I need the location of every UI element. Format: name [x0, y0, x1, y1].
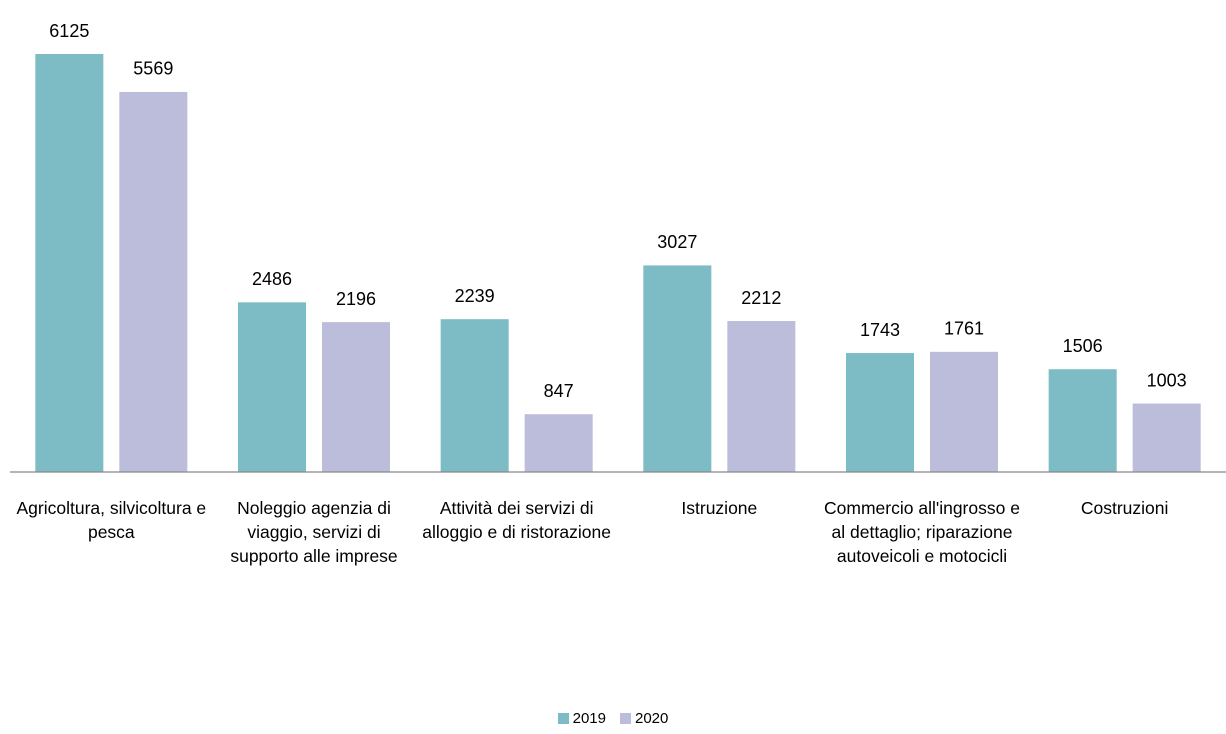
- bar: [930, 351, 998, 472]
- bar: [1132, 403, 1201, 472]
- data-label: 1506: [1063, 336, 1103, 356]
- data-label: 1743: [860, 320, 900, 340]
- bar: [1048, 369, 1117, 472]
- legend-items: 2019 2020: [0, 710, 1226, 727]
- data-label: 5569: [133, 59, 173, 79]
- x-tick-label: Attività dei servizi di alloggio e di ri…: [422, 498, 612, 542]
- bar: [322, 322, 390, 472]
- bar: [846, 353, 914, 472]
- x-tick-label: Agricoltura, silvicoltura e pesca: [16, 498, 207, 542]
- x-tick-label: Costruzioni: [1080, 498, 1169, 518]
- bar: [727, 321, 796, 472]
- bar: [119, 91, 188, 473]
- data-label: 2212: [741, 288, 781, 308]
- bar: [238, 302, 306, 472]
- data-label: 847: [544, 381, 574, 401]
- data-label: 1003: [1147, 370, 1187, 390]
- x-tick-label: Noleggio agenzia di viaggio, servizi di …: [230, 498, 398, 566]
- legend-item: 2019: [557, 710, 606, 727]
- legend-swatch: [557, 713, 569, 724]
- data-label: 2486: [252, 269, 292, 289]
- legend: 2019 2020: [0, 710, 1226, 732]
- legend-item: 2020: [620, 710, 668, 727]
- bar: [524, 414, 593, 472]
- data-label: 2196: [336, 289, 376, 309]
- bar: [440, 319, 509, 472]
- data-label: 6125: [49, 21, 89, 41]
- x-tick-label: Commercio all'ingrosso e al dettaglio; r…: [824, 498, 1020, 566]
- legend-label: 2020: [635, 710, 669, 727]
- bar: [35, 54, 104, 472]
- bar: [643, 265, 712, 472]
- data-label: 3027: [657, 232, 697, 252]
- legend-swatch: [620, 713, 631, 724]
- data-label: 2239: [455, 286, 495, 306]
- x-tick-label: Istruzione: [681, 498, 758, 518]
- data-label: 1761: [944, 319, 984, 339]
- legend-label: 2019: [572, 710, 606, 727]
